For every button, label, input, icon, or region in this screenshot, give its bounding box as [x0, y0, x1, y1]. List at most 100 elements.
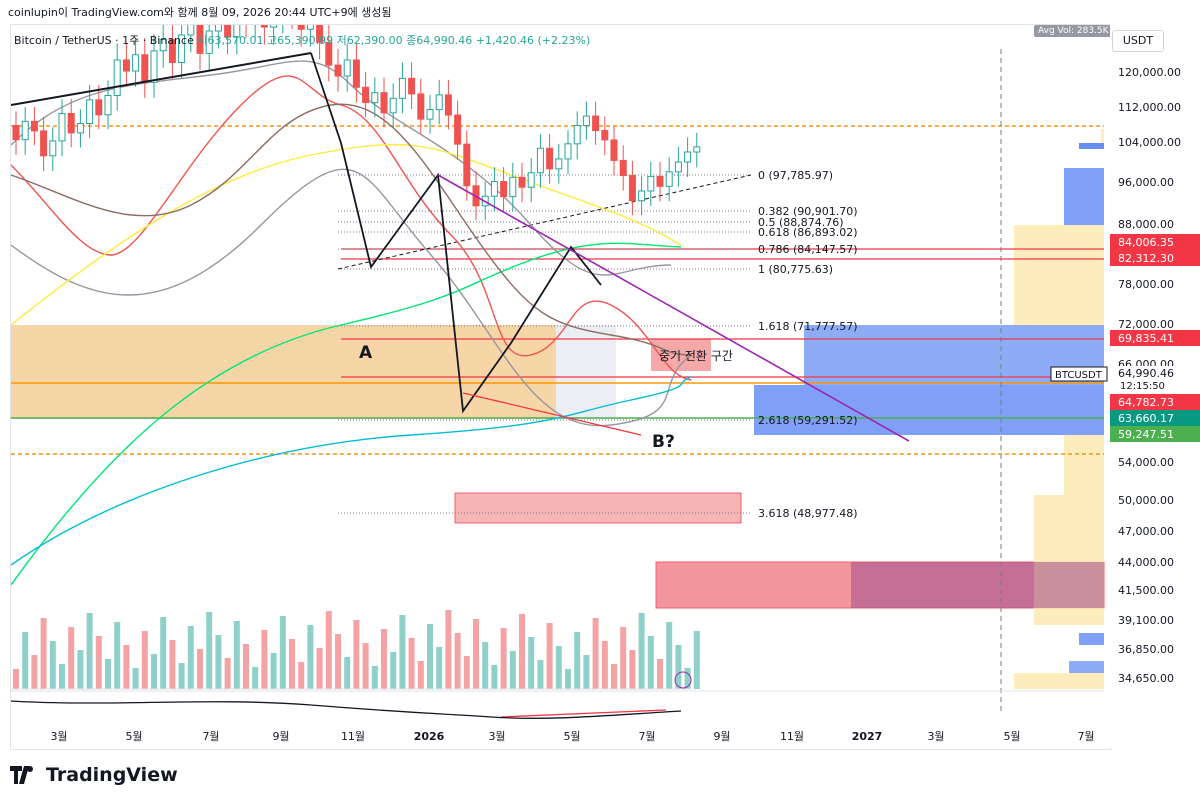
symbol-legend: Bitcoin / TetherUS · 1주 · Binance 시63,57…	[14, 32, 590, 48]
volume-bar	[362, 643, 369, 689]
volume-bar	[408, 638, 415, 689]
oscillator-line	[11, 700, 682, 719]
volume-bar	[123, 645, 130, 689]
price-scale-svg: 120,000.00 112,000.00 104,000.00 96,000.00 8…	[1110, 66, 1200, 685]
y-axis-tick: 112,000.00	[1118, 101, 1181, 114]
volume-bar	[583, 655, 590, 689]
volume-bar	[565, 669, 571, 689]
y-axis-tick: 41,500.00	[1118, 584, 1174, 597]
candle-body	[168, 39, 176, 64]
moving-average-line	[11, 143, 682, 326]
legend-low: 저62,390.00	[336, 34, 403, 47]
candle-body	[233, 25, 241, 38]
candle-body	[150, 50, 158, 83]
symbol-badge	[1050, 366, 1108, 382]
volume-bar	[289, 639, 295, 689]
y-axis-tick: 36,850.00	[1118, 643, 1174, 656]
zone-a	[11, 325, 556, 419]
y-axis-tick: 78,000.00	[1118, 278, 1174, 291]
zone-gray	[556, 325, 616, 419]
volume-bar	[13, 669, 19, 689]
volume-bar	[68, 627, 75, 689]
last-price-badge	[1110, 366, 1200, 392]
price-badge-label: 82,312.30	[1118, 252, 1174, 265]
volume-bar	[206, 612, 213, 689]
price-badge	[1110, 330, 1200, 346]
avg-volume-badge: Avg Vol: 283.5K	[1034, 25, 1113, 37]
candle-body	[316, 25, 324, 43]
currency-button[interactable]: USDT	[1112, 30, 1164, 52]
candle-body	[159, 39, 167, 52]
volume-bar	[335, 634, 341, 689]
symbol-name[interactable]: Bitcoin / TetherUS · 1주 · Binance	[14, 34, 194, 47]
volume-bar	[611, 664, 617, 689]
volume-profile-bar	[1064, 435, 1104, 495]
volume-bar	[666, 622, 673, 689]
candle-body	[619, 159, 627, 176]
x-axis-tick: 7월	[1077, 730, 1094, 743]
volume-bar	[22, 632, 29, 689]
volume-bar	[675, 645, 682, 689]
candle-body	[638, 190, 646, 202]
volume-bar	[445, 610, 452, 689]
volume-bar	[141, 631, 148, 689]
alert-icon	[674, 671, 692, 689]
candle-body	[76, 123, 84, 134]
fib-label: 0.786 (84,147.57)	[758, 243, 858, 256]
volume-bar	[592, 618, 599, 689]
x-axis-tick: 7월	[202, 730, 219, 743]
volume-bar	[187, 626, 194, 689]
volume-profile-purple	[851, 562, 1104, 608]
candle-body	[132, 54, 140, 72]
volume-profile-bar	[1014, 225, 1104, 325]
price-scale[interactable]: 120,000.00 112,000.00 104,000.00 96,000.00 8…	[1110, 24, 1200, 748]
candle-body	[435, 94, 443, 111]
y-axis-tick: 50,000.00	[1118, 494, 1174, 507]
chart-area[interactable]: 0 (97,785.97) 0.382 (90,901.70) 0.5 (88,87…	[10, 24, 1112, 750]
volume-bar	[59, 664, 65, 689]
candle-body	[389, 97, 397, 114]
candle-body	[490, 181, 498, 197]
x-axis-tick: 3월	[50, 730, 67, 743]
fib-label: 2.618 (59,291.52)	[758, 414, 858, 427]
chart-credit: coinlupin이 TradingView.com와 함께 8월 09, 20…	[8, 6, 392, 19]
x-axis-tick: 11월	[780, 730, 804, 743]
x-axis-tick: 2026	[414, 730, 445, 743]
price-badge-label: 63,660.17	[1118, 412, 1174, 425]
volume-bar	[473, 619, 479, 689]
volume-bar	[105, 659, 111, 689]
candle-body	[518, 176, 526, 188]
volume-bar	[270, 653, 277, 689]
y-axis-tick: 39,100.00	[1118, 614, 1174, 627]
x-axis-tick: 9월	[272, 730, 289, 743]
candle-body	[647, 175, 655, 192]
candle-body	[196, 25, 204, 54]
moving-average-line	[11, 60, 672, 276]
volume-bar	[693, 631, 700, 689]
candle-body	[610, 139, 618, 161]
tradingview-logo-icon	[10, 766, 33, 784]
price-chart[interactable]: 0 (97,785.97) 0.382 (90,901.70)0.5 (88,87…	[11, 25, 1111, 749]
volume-profile-bar	[1079, 143, 1104, 149]
legend-high: 고65,390.99	[266, 34, 334, 47]
countdown-timer: 12:15:50	[1120, 381, 1165, 392]
volume-bar	[371, 666, 378, 689]
price-badge-label: 64,782.73	[1118, 396, 1174, 409]
candle-body	[352, 59, 360, 88]
tradingview-wordmark: TradingView	[46, 764, 178, 786]
x-axis-tick: 3월	[488, 730, 505, 743]
candle-body	[30, 120, 38, 132]
volume-bar	[399, 615, 406, 689]
volume-bar	[390, 652, 397, 689]
candle-body	[58, 112, 66, 142]
moving-average-line	[11, 103, 692, 356]
candle-body	[628, 174, 636, 202]
fib-label: 3.618 (48,977.48)	[758, 507, 858, 520]
y-axis-tick: 104,000.00	[1118, 136, 1181, 149]
tradingview-logo[interactable]: TradingView	[10, 764, 178, 786]
candle-body	[380, 92, 388, 114]
candle-body	[297, 25, 305, 30]
legend-open: 시63,570.01	[197, 34, 264, 47]
candle-body	[306, 25, 314, 30]
candle-body	[536, 147, 544, 174]
